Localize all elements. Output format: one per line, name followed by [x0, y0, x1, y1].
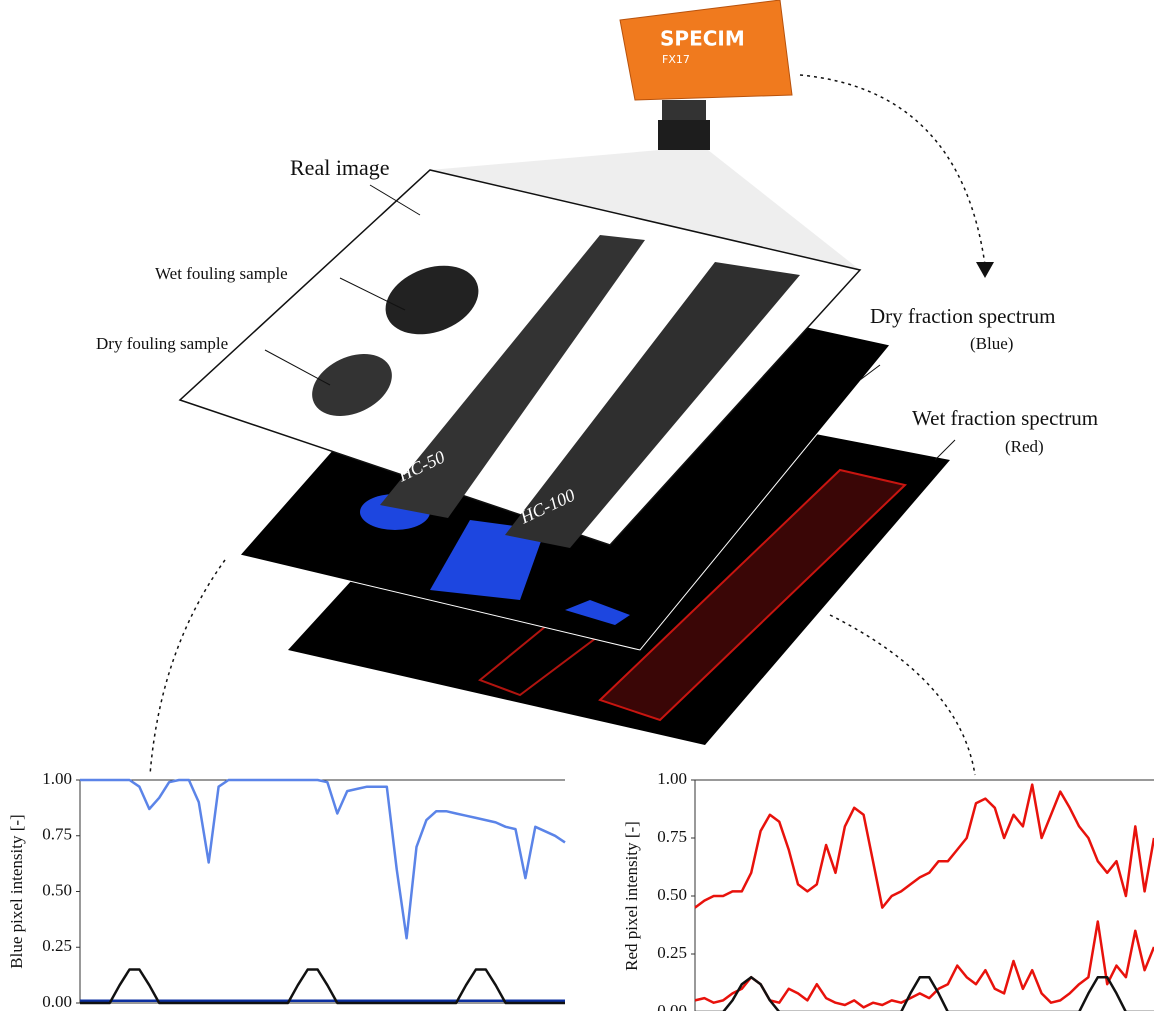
arrow-head — [976, 262, 994, 278]
axis — [80, 780, 565, 1003]
y-tick-label: 0.00 — [42, 992, 72, 1011]
leader — [935, 440, 955, 460]
y-tick-label: 1.00 — [42, 769, 72, 788]
label: Dry fouling sample — [96, 334, 228, 353]
figure: SPECIM FX17 HC-50 HC-100 Real image Wet … — [0, 0, 1154, 1011]
label: Real image — [290, 155, 390, 180]
y-tick-label: 1.00 — [657, 769, 687, 788]
charts: 0.00 0.25 0.50 0.75 1.00 Blue pixel intensity… — [7, 769, 1154, 1011]
label: Dry fraction spectrum — [870, 304, 1055, 328]
y-tick-label: 0.25 — [657, 943, 687, 962]
label: Wet fraction spectrum — [912, 406, 1098, 430]
page: SPECIM FX17 HC-50 HC-100 Real image Wet … — [0, 0, 1154, 1011]
y-axis-label: Red pixel intensity [-] — [622, 821, 641, 971]
label: (Blue) — [970, 334, 1013, 353]
series-line — [695, 922, 1154, 1008]
y-tick-label: 0.75 — [42, 825, 72, 844]
y-axis-label: Blue pixel intensity [-] — [7, 814, 26, 968]
series-line — [695, 977, 1154, 1011]
y-tick-label: 0.75 — [657, 827, 687, 846]
camera-model: FX17 — [662, 53, 690, 66]
connector — [830, 615, 975, 775]
series-line — [695, 785, 1154, 908]
y-tick-label: 0.50 — [657, 885, 687, 904]
series-line — [80, 970, 565, 1004]
series-line — [80, 780, 565, 938]
label: Wet fouling sample — [155, 264, 288, 283]
camera-brand: SPECIM — [660, 27, 745, 51]
y-tick-label: 0.25 — [42, 936, 72, 955]
arrow — [800, 75, 985, 265]
label: (Red) — [1005, 437, 1044, 456]
y-tick-label: 0.00 — [657, 1001, 687, 1011]
connector — [150, 560, 225, 775]
y-tick-label: 0.50 — [42, 880, 72, 899]
